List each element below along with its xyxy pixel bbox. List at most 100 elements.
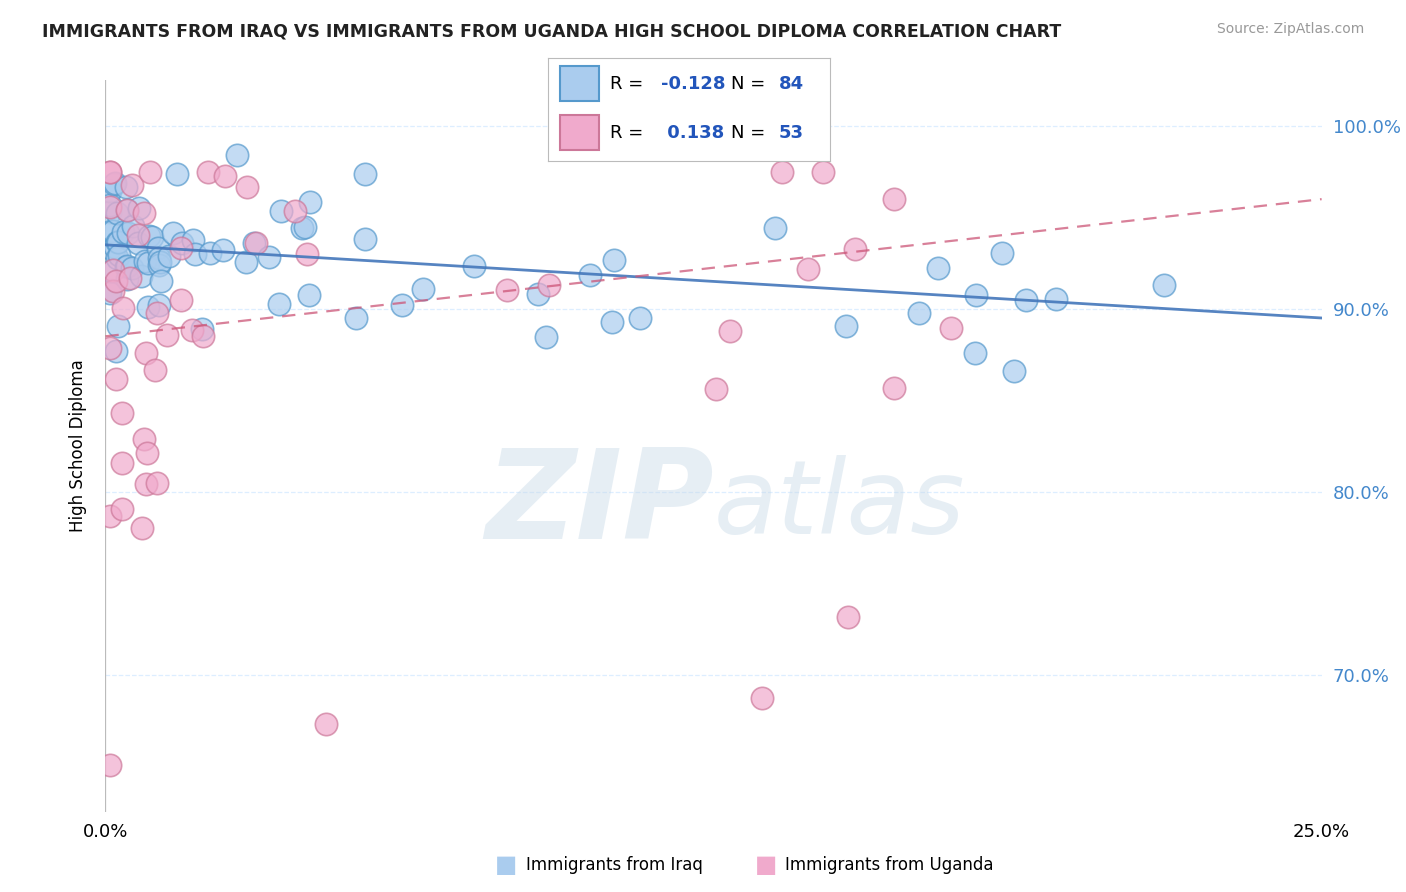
Point bbox=[495, 283, 517, 297]
Text: -0.128: -0.128 bbox=[661, 75, 725, 93]
Point bbox=[344, 311, 367, 326]
Point bbox=[98, 198, 121, 212]
Point bbox=[198, 246, 221, 260]
Point bbox=[1015, 293, 1038, 307]
Point bbox=[121, 260, 143, 275]
Point bbox=[628, 311, 651, 326]
Point bbox=[143, 363, 166, 377]
Point bbox=[927, 261, 949, 276]
Point bbox=[127, 236, 149, 251]
Point bbox=[538, 278, 561, 293]
Point bbox=[835, 319, 858, 334]
Point bbox=[98, 200, 121, 214]
Point bbox=[603, 253, 626, 268]
Point bbox=[111, 301, 134, 315]
Point bbox=[354, 167, 377, 181]
Text: atlas: atlas bbox=[713, 455, 965, 555]
Point bbox=[100, 224, 122, 238]
Point bbox=[763, 220, 786, 235]
Point bbox=[146, 241, 169, 255]
Point bbox=[101, 224, 124, 238]
Point bbox=[391, 298, 413, 312]
Point bbox=[813, 164, 835, 178]
Point bbox=[104, 372, 127, 386]
Text: IMMIGRANTS FROM IRAQ VS IMMIGRANTS FROM UGANDA HIGH SCHOOL DIPLOMA CORRELATION C: IMMIGRANTS FROM IRAQ VS IMMIGRANTS FROM … bbox=[42, 22, 1062, 40]
Bar bbox=[560, 115, 599, 150]
Point bbox=[908, 306, 931, 320]
Point bbox=[105, 274, 128, 288]
Point bbox=[270, 203, 292, 218]
Point bbox=[184, 247, 207, 261]
Text: R =: R = bbox=[610, 75, 650, 93]
Point bbox=[166, 167, 188, 181]
Text: Immigrants from Uganda: Immigrants from Uganda bbox=[785, 856, 993, 874]
Point bbox=[98, 341, 121, 355]
Point bbox=[105, 251, 128, 265]
Point bbox=[844, 242, 866, 256]
Point bbox=[103, 284, 125, 298]
Point bbox=[98, 286, 121, 301]
Point bbox=[214, 169, 236, 184]
Point bbox=[181, 323, 204, 337]
Point bbox=[98, 164, 121, 178]
Point bbox=[291, 221, 314, 235]
Text: 84: 84 bbox=[779, 75, 804, 93]
Point bbox=[104, 240, 127, 254]
Point bbox=[157, 249, 180, 263]
Point bbox=[121, 219, 143, 233]
Point bbox=[1045, 292, 1067, 306]
Point bbox=[602, 315, 624, 329]
Point bbox=[129, 268, 152, 283]
Point bbox=[136, 446, 159, 460]
Point bbox=[315, 717, 337, 731]
Point bbox=[98, 241, 121, 255]
Point bbox=[111, 225, 134, 239]
Point bbox=[226, 147, 249, 161]
Point bbox=[138, 164, 160, 178]
Point bbox=[98, 164, 121, 178]
Point bbox=[141, 230, 163, 244]
Point bbox=[170, 293, 193, 308]
Point bbox=[105, 205, 128, 219]
Point bbox=[578, 268, 600, 282]
Point bbox=[115, 272, 138, 286]
Point bbox=[1153, 278, 1175, 293]
Bar bbox=[560, 66, 599, 101]
Point bbox=[236, 179, 259, 194]
Point bbox=[883, 381, 905, 395]
Point bbox=[98, 758, 121, 772]
Point bbox=[295, 247, 318, 261]
Point bbox=[156, 328, 179, 343]
Point bbox=[146, 306, 169, 320]
Point bbox=[107, 318, 129, 333]
Point bbox=[101, 263, 124, 277]
Point bbox=[526, 287, 548, 301]
Text: ■: ■ bbox=[495, 854, 517, 877]
Point bbox=[111, 502, 134, 516]
Point bbox=[172, 235, 194, 250]
Point bbox=[134, 253, 156, 268]
Point bbox=[704, 382, 727, 396]
Point bbox=[751, 691, 773, 706]
Point bbox=[138, 228, 160, 243]
Point bbox=[534, 330, 557, 344]
Text: ■: ■ bbox=[755, 854, 778, 877]
Point bbox=[115, 260, 138, 274]
Point bbox=[1002, 364, 1025, 378]
Point bbox=[191, 328, 214, 343]
Point bbox=[118, 270, 141, 285]
Y-axis label: High School Diploma: High School Diploma bbox=[69, 359, 87, 533]
Point bbox=[136, 256, 159, 270]
Point bbox=[191, 321, 214, 335]
Point bbox=[117, 202, 139, 217]
Point bbox=[98, 508, 121, 523]
Point bbox=[162, 226, 184, 240]
Point bbox=[354, 232, 377, 246]
Text: 53: 53 bbox=[779, 124, 804, 142]
Text: N =: N = bbox=[731, 124, 770, 142]
Point bbox=[146, 476, 169, 491]
Point bbox=[243, 235, 266, 250]
Point bbox=[298, 288, 321, 302]
Point bbox=[770, 164, 793, 178]
Text: ZIP: ZIP bbox=[485, 444, 713, 565]
